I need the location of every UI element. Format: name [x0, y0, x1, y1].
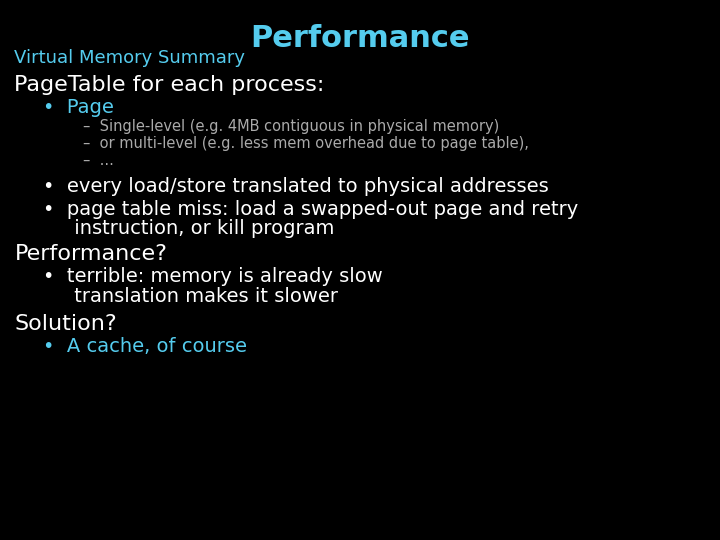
- Text: translation makes it slower: translation makes it slower: [43, 287, 338, 306]
- Text: •  A cache, of course: • A cache, of course: [43, 338, 247, 356]
- Text: •  page table miss: load a swapped-out page and retry: • page table miss: load a swapped-out pa…: [43, 200, 578, 219]
- Text: Virtual Memory Summary: Virtual Memory Summary: [14, 49, 246, 66]
- Text: •  every load/store translated to physical addresses: • every load/store translated to physica…: [43, 177, 549, 196]
- Text: •  terrible: memory is already slow: • terrible: memory is already slow: [43, 267, 383, 286]
- Text: instruction, or kill program: instruction, or kill program: [43, 219, 335, 238]
- Text: Performance: Performance: [251, 24, 469, 53]
- Text: •  Page: • Page: [43, 98, 114, 117]
- Text: –  Single-level (e.g. 4MB contiguous in physical memory): – Single-level (e.g. 4MB contiguous in p…: [83, 119, 499, 134]
- Text: –  or multi-level (e.g. less mem overhead due to page table),: – or multi-level (e.g. less mem overhead…: [83, 136, 528, 151]
- Text: PageTable for each process:: PageTable for each process:: [14, 75, 325, 94]
- Text: –  ...: – ...: [83, 153, 114, 168]
- Text: Solution?: Solution?: [14, 314, 117, 334]
- Text: Performance?: Performance?: [14, 244, 167, 264]
